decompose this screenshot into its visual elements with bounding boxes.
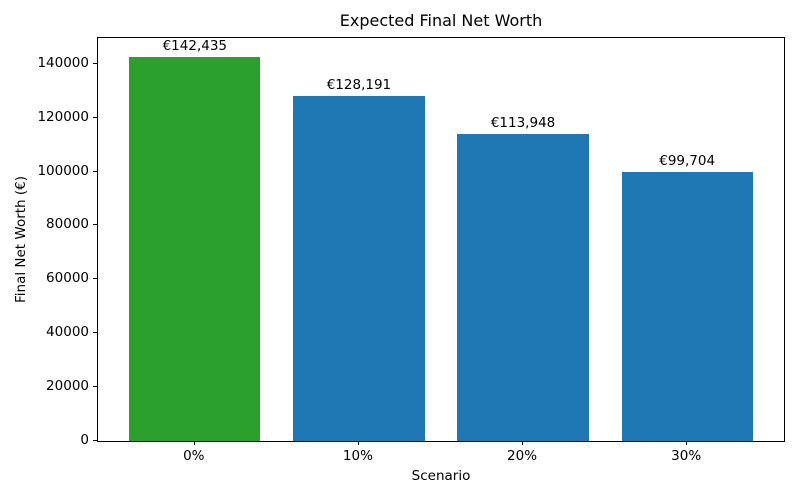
x-tick-label: 0% [183, 448, 205, 464]
y-tick-label: 40000 [46, 324, 89, 341]
x-tick-label: 30% [671, 448, 702, 464]
y-tick-label: 20000 [46, 378, 89, 395]
y-tick-label: 100000 [37, 162, 89, 179]
x-tick-label: 10% [342, 448, 373, 464]
y-tick-mark [93, 116, 97, 118]
bar-value-label: €128,191 [326, 76, 392, 93]
x-tick-mark [193, 441, 195, 445]
x-tick-label: 20% [507, 448, 538, 464]
y-tick-label: 60000 [46, 270, 89, 287]
y-tick-mark [93, 332, 97, 334]
y-tick-mark [93, 440, 97, 441]
plot-area: €142,435 €128,191 €113,948 €99,704 [97, 37, 785, 442]
chart-title: Expected Final Net Worth [339, 11, 543, 30]
bar-30% [621, 172, 753, 441]
y-tick-label: 120000 [37, 108, 89, 125]
bar-20% [457, 133, 589, 441]
y-tick-mark [93, 386, 97, 388]
y-tick-label: 0 [80, 432, 89, 448]
x-tick-mark [357, 441, 359, 445]
y-tick-label: 80000 [46, 216, 89, 233]
y-tick-mark [93, 224, 97, 226]
y-tick-mark [93, 278, 97, 280]
y-tick-mark [93, 170, 97, 172]
bar-value-label: €99,704 [659, 153, 716, 170]
bar-value-label: €113,948 [490, 114, 556, 131]
x-tick-mark [522, 441, 524, 445]
y-tick-label: 140000 [37, 54, 89, 71]
x-tick-mark [686, 441, 688, 445]
bar-10% [293, 95, 425, 441]
x-axis-label: Scenario [411, 468, 471, 484]
bar-value-label: €142,435 [162, 38, 228, 55]
bar-0% [129, 57, 261, 441]
y-tick-mark [93, 62, 97, 64]
